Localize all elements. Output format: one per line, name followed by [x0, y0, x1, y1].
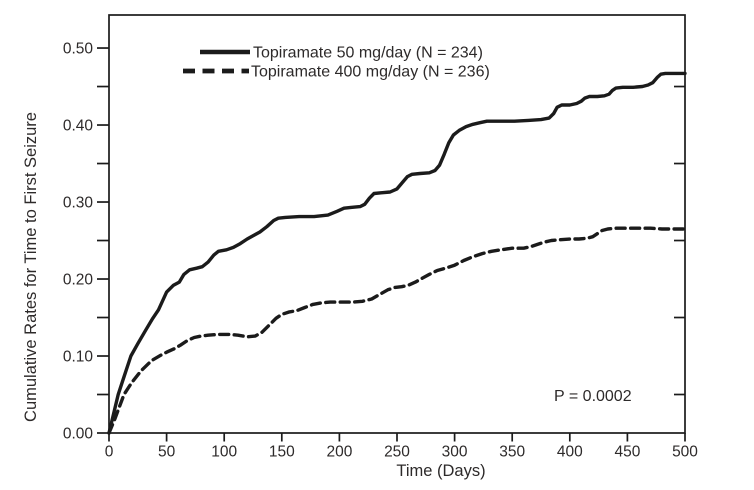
legend-label-topiramate-50: Topiramate 50 mg/day (N = 234): [253, 45, 483, 62]
x-tick-label: 250: [384, 443, 410, 460]
x-axis-title: Time (Days): [396, 462, 485, 480]
x-tick-label: 450: [614, 443, 640, 460]
x-tick-label: 350: [499, 443, 525, 460]
y-tick-label: 0.20: [63, 271, 94, 288]
series-line-dashed: [107, 226, 687, 435]
plot-border: [108, 14, 686, 434]
y-axis-title: Cumulative Rates for Time to First Seizu…: [22, 112, 40, 422]
y-tick-label: 0.50: [63, 40, 94, 57]
legend: Topiramate 50 mg/day (N = 234) Topiramat…: [183, 45, 490, 81]
x-tick-label: 150: [269, 443, 295, 460]
x-tick-label: 0: [105, 443, 114, 460]
x-tick-label: 50: [158, 443, 176, 460]
x-tick-label: 200: [326, 443, 352, 460]
plot-layer: 0.00 0.10 0.20 0.30 0.40 0.50 0 50 100 150 200 250 3…: [63, 40, 698, 460]
y-tick-label: 0.10: [63, 348, 94, 365]
y-tick-label: 0.30: [63, 194, 94, 211]
p-value-annotation: P = 0.0002: [554, 388, 632, 405]
x-tick-label: 300: [442, 443, 468, 460]
x-tick-label: 400: [557, 443, 583, 460]
y-tick-label: 0.00: [63, 425, 94, 442]
x-tick-label: 100: [211, 443, 237, 460]
series-line-solid: [107, 71, 687, 435]
legend-label-topiramate-400: Topiramate 400 mg/day (N = 236): [251, 64, 490, 81]
x-tick-label: 500: [672, 443, 698, 460]
y-tick-label: 0.40: [63, 117, 94, 134]
